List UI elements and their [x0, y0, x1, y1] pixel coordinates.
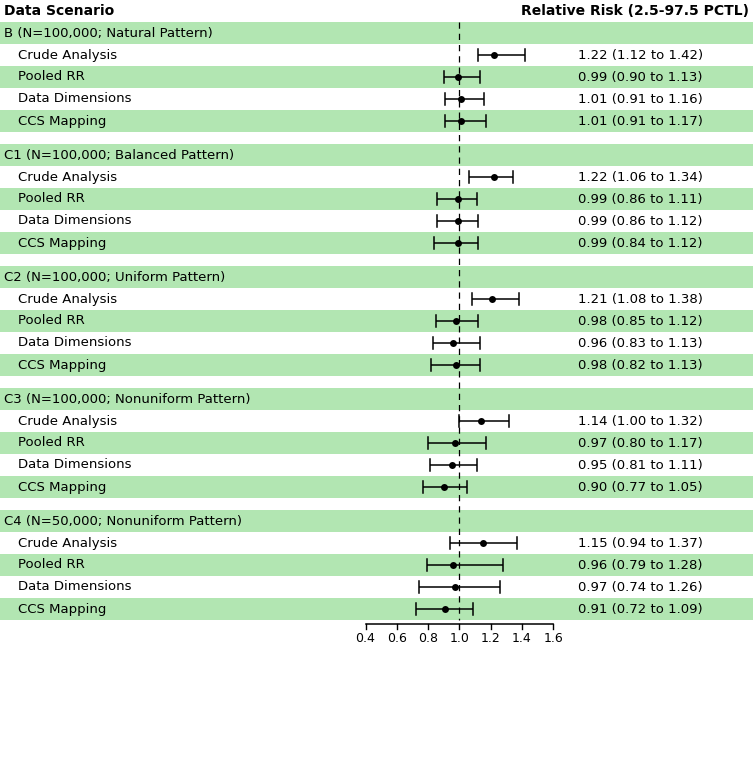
Bar — [0, 576, 753, 598]
Bar — [0, 598, 753, 620]
Text: Data Dimensions: Data Dimensions — [18, 581, 132, 594]
Text: 0.6: 0.6 — [387, 632, 407, 645]
Bar — [0, 476, 753, 498]
Text: 1.2: 1.2 — [480, 632, 501, 645]
Bar — [0, 254, 753, 266]
Text: 1.01 (0.91 to 1.17): 1.01 (0.91 to 1.17) — [578, 115, 703, 128]
Text: Pooled RR: Pooled RR — [18, 315, 85, 328]
Bar — [0, 144, 753, 166]
Text: CCS Mapping: CCS Mapping — [18, 481, 106, 494]
Bar — [0, 432, 753, 454]
Text: Crude Analysis: Crude Analysis — [18, 171, 117, 184]
Text: Crude Analysis: Crude Analysis — [18, 537, 117, 550]
Text: CCS Mapping: CCS Mapping — [18, 237, 106, 249]
Text: CCS Mapping: CCS Mapping — [18, 602, 106, 615]
Bar — [0, 498, 753, 510]
Bar — [0, 554, 753, 576]
Bar — [0, 166, 753, 188]
Bar — [0, 22, 753, 44]
Bar — [0, 532, 753, 554]
Bar — [0, 266, 753, 288]
Text: 0.99 (0.84 to 1.12): 0.99 (0.84 to 1.12) — [578, 237, 703, 249]
Text: 1.21 (1.08 to 1.38): 1.21 (1.08 to 1.38) — [578, 292, 703, 305]
Bar — [0, 310, 753, 332]
Bar — [0, 0, 753, 22]
Text: Pooled RR: Pooled RR — [18, 71, 85, 84]
Text: C4 (N=50,000; Nonuniform Pattern): C4 (N=50,000; Nonuniform Pattern) — [4, 514, 242, 528]
Bar — [0, 232, 753, 254]
Bar — [0, 354, 753, 376]
Text: 1.22 (1.06 to 1.34): 1.22 (1.06 to 1.34) — [578, 171, 703, 184]
Text: 1.01 (0.91 to 1.16): 1.01 (0.91 to 1.16) — [578, 92, 703, 105]
Text: CCS Mapping: CCS Mapping — [18, 115, 106, 128]
Bar — [0, 88, 753, 110]
Bar — [0, 66, 753, 88]
Bar — [0, 510, 753, 532]
Text: 1.6: 1.6 — [544, 632, 563, 645]
Text: Pooled RR: Pooled RR — [18, 437, 85, 450]
Text: 1.22 (1.12 to 1.42): 1.22 (1.12 to 1.42) — [578, 48, 703, 62]
Text: 1.14 (1.00 to 1.32): 1.14 (1.00 to 1.32) — [578, 414, 703, 428]
Text: 1.4: 1.4 — [512, 632, 532, 645]
Text: 0.95 (0.81 to 1.11): 0.95 (0.81 to 1.11) — [578, 458, 703, 471]
Text: Data Dimensions: Data Dimensions — [18, 337, 132, 349]
Text: 1.0: 1.0 — [450, 632, 469, 645]
Text: Data Dimensions: Data Dimensions — [18, 92, 132, 105]
Text: Crude Analysis: Crude Analysis — [18, 414, 117, 428]
Text: Data Scenario: Data Scenario — [4, 4, 114, 18]
Text: 0.96 (0.83 to 1.13): 0.96 (0.83 to 1.13) — [578, 337, 703, 349]
Text: Pooled RR: Pooled RR — [18, 192, 85, 205]
Text: 0.99 (0.86 to 1.12): 0.99 (0.86 to 1.12) — [578, 215, 703, 228]
Text: 0.98 (0.85 to 1.12): 0.98 (0.85 to 1.12) — [578, 315, 703, 328]
Bar — [0, 188, 753, 210]
Text: CCS Mapping: CCS Mapping — [18, 358, 106, 371]
Bar — [0, 332, 753, 354]
Text: 0.98 (0.82 to 1.13): 0.98 (0.82 to 1.13) — [578, 358, 703, 371]
Text: 0.99 (0.90 to 1.13): 0.99 (0.90 to 1.13) — [578, 71, 703, 84]
Text: 0.97 (0.80 to 1.17): 0.97 (0.80 to 1.17) — [578, 437, 703, 450]
Text: Crude Analysis: Crude Analysis — [18, 292, 117, 305]
Text: Data Dimensions: Data Dimensions — [18, 215, 132, 228]
Bar — [0, 110, 753, 132]
Text: Data Dimensions: Data Dimensions — [18, 458, 132, 471]
Text: 0.99 (0.86 to 1.11): 0.99 (0.86 to 1.11) — [578, 192, 703, 205]
Text: Relative Risk (2.5-97.5 PCTL): Relative Risk (2.5-97.5 PCTL) — [521, 4, 749, 18]
Text: C2 (N=100,000; Uniform Pattern): C2 (N=100,000; Uniform Pattern) — [4, 271, 225, 284]
Text: 0.96 (0.79 to 1.28): 0.96 (0.79 to 1.28) — [578, 558, 703, 571]
Bar — [0, 288, 753, 310]
Text: Crude Analysis: Crude Analysis — [18, 48, 117, 62]
Text: C3 (N=100,000; Nonuniform Pattern): C3 (N=100,000; Nonuniform Pattern) — [4, 392, 251, 405]
Bar — [0, 454, 753, 476]
Text: Pooled RR: Pooled RR — [18, 558, 85, 571]
Text: 0.4: 0.4 — [355, 632, 376, 645]
Text: 0.97 (0.74 to 1.26): 0.97 (0.74 to 1.26) — [578, 581, 703, 594]
Text: 0.90 (0.77 to 1.05): 0.90 (0.77 to 1.05) — [578, 481, 703, 494]
Text: 0.8: 0.8 — [418, 632, 438, 645]
Text: C1 (N=100,000; Balanced Pattern): C1 (N=100,000; Balanced Pattern) — [4, 148, 234, 161]
Bar — [0, 376, 753, 388]
Bar — [0, 132, 753, 144]
Bar — [0, 210, 753, 232]
Bar — [0, 388, 753, 410]
Text: 1.15 (0.94 to 1.37): 1.15 (0.94 to 1.37) — [578, 537, 703, 550]
Bar — [0, 44, 753, 66]
Bar — [0, 410, 753, 432]
Text: B (N=100,000; Natural Pattern): B (N=100,000; Natural Pattern) — [4, 26, 213, 39]
Text: 0.91 (0.72 to 1.09): 0.91 (0.72 to 1.09) — [578, 602, 703, 615]
